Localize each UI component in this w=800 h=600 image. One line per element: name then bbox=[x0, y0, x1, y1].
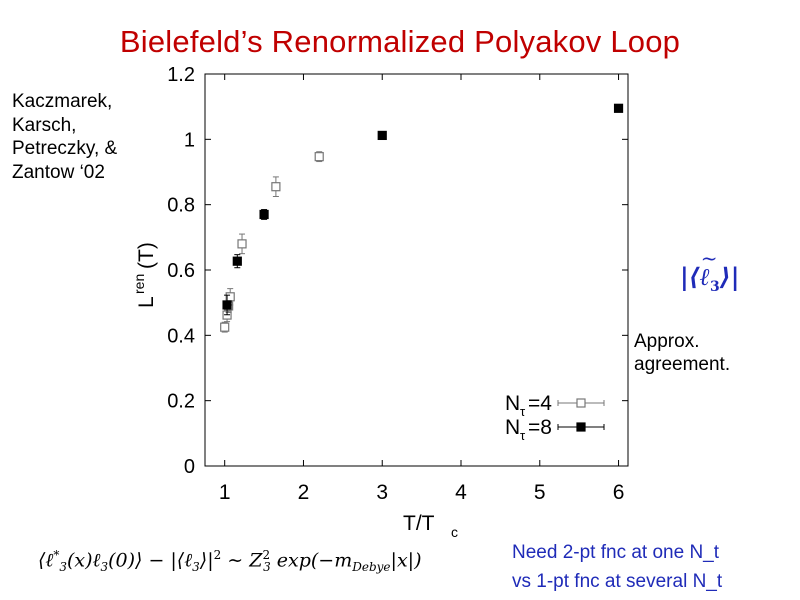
author-line: Zantow ‘02 bbox=[12, 161, 105, 183]
author-line: Karsch, bbox=[12, 114, 77, 136]
need-line: vs 1-pt fnc at several N_t bbox=[512, 571, 723, 592]
ell-subscript: 3 bbox=[709, 278, 720, 295]
y-tick-label: 0.2 bbox=[167, 391, 195, 413]
legend-label: N bbox=[505, 392, 520, 415]
y-tick-label: 0.6 bbox=[167, 260, 195, 282]
y-tick-label: 0.4 bbox=[167, 325, 195, 347]
author-line: Petreczky, & bbox=[12, 138, 118, 159]
need-line: Need 2-pt fnc at one N_t bbox=[512, 542, 720, 563]
data-point bbox=[259, 209, 269, 220]
formula-sup: 2 bbox=[213, 548, 222, 562]
polyakov-loop-symbol: |⟨ℓ3⟩| bbox=[680, 262, 739, 295]
agreement-line: Approx. bbox=[634, 331, 700, 352]
x-tick-label: 3 bbox=[376, 481, 388, 504]
x-axis-label-sub: c bbox=[451, 524, 458, 540]
legend-marker bbox=[576, 398, 586, 408]
y-axis-label-tail: (T) bbox=[135, 242, 158, 269]
data-point bbox=[222, 300, 232, 310]
abs-left: |⟨ bbox=[680, 262, 700, 291]
data-point bbox=[613, 103, 624, 113]
data-point bbox=[314, 152, 324, 162]
formula-part: exp(−m bbox=[270, 549, 353, 572]
legend-label-sub: τ bbox=[520, 404, 526, 419]
x-tick-label: 6 bbox=[613, 481, 625, 504]
data-point bbox=[237, 239, 247, 249]
correlator-formula: ⟨ℓ*3(x)ℓ3(0)⟩ − |⟨ℓ3⟩|2 ∼ Z23 exp(−mDeby… bbox=[38, 548, 421, 574]
y-tick-label: 0 bbox=[184, 456, 195, 478]
formula-sub: 3 bbox=[263, 560, 271, 575]
formula-part: ⟩| bbox=[199, 549, 214, 572]
y-tick-label: 1 bbox=[184, 129, 195, 151]
legend-label: N bbox=[505, 416, 520, 439]
formula-sup: 2 bbox=[262, 548, 271, 562]
author-line: Kaczmarek, bbox=[12, 91, 113, 112]
legend-label-tail: =4 bbox=[528, 392, 552, 415]
formula-sup: * bbox=[53, 548, 60, 562]
x-axis-label: T/T bbox=[403, 512, 435, 535]
agreement-line: agreement. bbox=[634, 354, 731, 375]
plot-frame bbox=[204, 73, 629, 467]
agreement-note: Approx. agreement. bbox=[634, 330, 730, 376]
y-tick-label: 0.8 bbox=[167, 195, 195, 217]
formula-part: (x)ℓ bbox=[66, 549, 101, 572]
y-axis-label-sup: ren bbox=[131, 274, 147, 294]
formula-part: ⟨ℓ bbox=[38, 549, 54, 572]
formula-sub: Debye bbox=[352, 560, 391, 575]
data-point bbox=[220, 322, 230, 332]
x-tick-label: 5 bbox=[534, 481, 546, 504]
x-tick-label: 4 bbox=[455, 481, 467, 504]
formula-part: |x|) bbox=[390, 549, 422, 572]
y-tick-label: 1.2 bbox=[167, 64, 195, 86]
formula-sub: 3 bbox=[192, 560, 200, 575]
formula-sub: 3 bbox=[100, 560, 109, 575]
formula-part: ∼ Z bbox=[221, 549, 263, 572]
legend-label-sub: τ bbox=[520, 428, 526, 443]
legend-marker bbox=[576, 422, 586, 432]
legend-label-tail: =8 bbox=[528, 416, 552, 439]
slide-title: Bielefeld’s Renormalized Polyakov Loop bbox=[119, 24, 681, 59]
x-tick-label: 2 bbox=[298, 481, 310, 504]
author-list: Kaczmarek, Karsch, Petreczky, & Zantow ‘… bbox=[12, 90, 117, 184]
y-axis-label: L bbox=[135, 296, 158, 308]
x-tick-label: 1 bbox=[219, 481, 231, 504]
abs-right: ⟩| bbox=[719, 262, 740, 291]
data-point bbox=[271, 182, 281, 192]
data-point bbox=[377, 130, 387, 141]
data-point bbox=[232, 256, 242, 266]
formula-sub: 3 bbox=[59, 560, 67, 575]
need-note: Need 2-pt fnc at one N_t vs 1-pt fnc at … bbox=[512, 538, 722, 596]
ell-symbol: ℓ bbox=[700, 262, 710, 291]
formula-part: (0)⟩ − |⟨ℓ bbox=[108, 549, 193, 572]
